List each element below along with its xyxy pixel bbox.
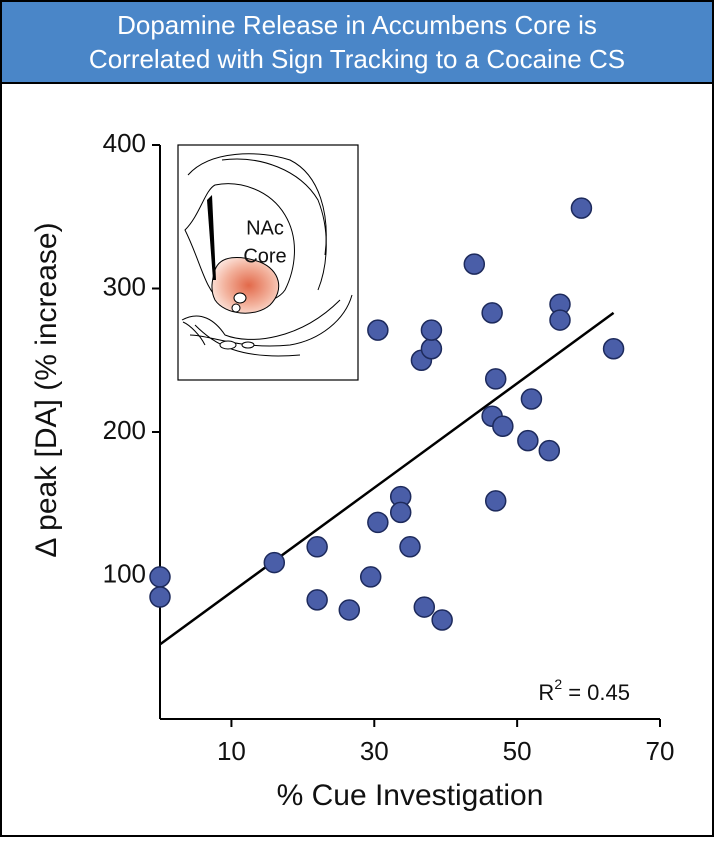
point xyxy=(570,197,593,219)
title-line: Correlated with Sign Tracking to a Cocai… xyxy=(89,44,625,74)
point xyxy=(367,511,389,534)
point xyxy=(602,338,625,360)
point xyxy=(306,589,328,611)
point xyxy=(389,501,412,524)
point xyxy=(481,302,503,324)
point xyxy=(420,338,443,360)
point xyxy=(431,609,453,631)
point xyxy=(399,536,421,558)
title-line: Dopamine Release in Accumbens Core is xyxy=(117,10,597,40)
point xyxy=(484,368,507,390)
point xyxy=(484,490,507,512)
inset-label: Core xyxy=(243,245,286,267)
header xyxy=(0,0,714,84)
x-tick-label: 50 xyxy=(503,736,532,766)
point xyxy=(263,551,286,574)
y-tick-label: 200 xyxy=(103,415,146,445)
x-tick-label: 10 xyxy=(217,736,246,766)
point xyxy=(359,566,382,588)
point xyxy=(517,429,539,452)
point xyxy=(520,388,543,410)
annotation-part: R xyxy=(538,680,554,705)
inset xyxy=(177,144,359,381)
annotation-part: = 0.45 xyxy=(562,680,630,705)
annotation: R2 = 0.45 xyxy=(538,676,630,705)
point xyxy=(538,439,561,462)
y-tick-label: 300 xyxy=(103,271,146,301)
x-axis-label: % Cue Investigation xyxy=(277,779,544,812)
point xyxy=(492,415,514,438)
y-axis-label: Δ peak [DA] (% increase) xyxy=(30,222,63,557)
point xyxy=(463,253,486,275)
point xyxy=(149,586,171,608)
x-tick-label: 70 xyxy=(646,736,675,766)
trend-line xyxy=(159,311,615,646)
point xyxy=(367,319,389,341)
y-tick-label: 100 xyxy=(103,558,146,588)
point xyxy=(149,566,171,588)
point xyxy=(549,309,571,331)
point xyxy=(306,536,328,558)
point xyxy=(413,596,436,618)
x-tick-label: 30 xyxy=(360,736,389,766)
y-tick-label: 400 xyxy=(103,128,146,158)
point xyxy=(420,319,443,341)
point xyxy=(338,599,361,621)
annotation-part: 2 xyxy=(554,676,562,692)
inset-label: NAc xyxy=(246,217,284,239)
